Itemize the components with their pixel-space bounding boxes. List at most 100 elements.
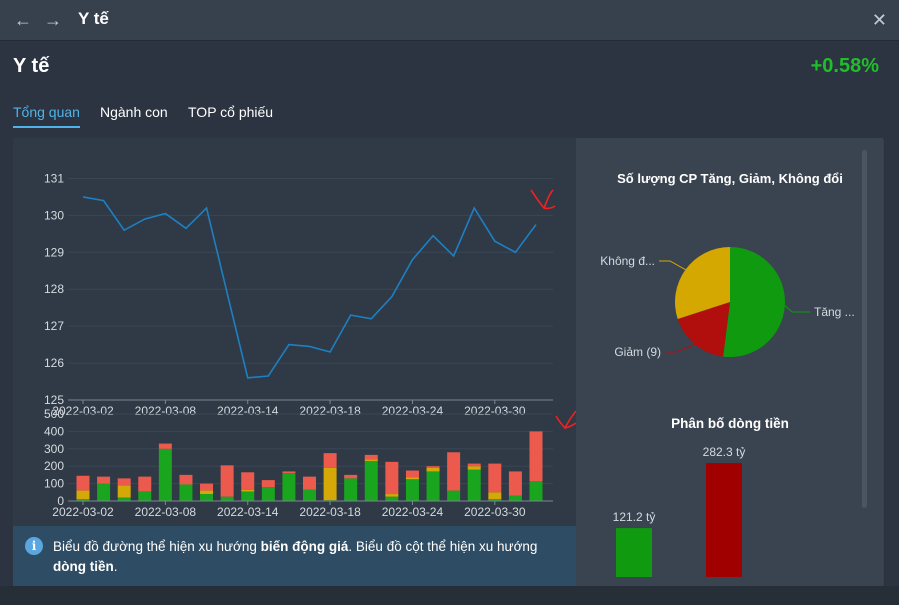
pie-leader-line — [665, 343, 696, 353]
flow-bar-down — [529, 431, 543, 481]
info-banner: i Biểu đồ đường thể hiện xu hướng biến đ… — [13, 526, 576, 586]
flow-bar-flat — [364, 459, 378, 461]
line-y-tick-label: 127 — [44, 319, 64, 333]
flow-bar-flat — [385, 494, 399, 497]
panel-scrollbar[interactable] — [862, 150, 867, 508]
annotation-mark — [555, 410, 577, 430]
line-x-tick-label: 2022-03-30 — [464, 404, 526, 418]
flow-bar-flat — [200, 490, 214, 495]
window-title: Y tế — [78, 9, 109, 28]
flow-bar-up — [344, 478, 358, 501]
flow-bar-up — [405, 479, 419, 501]
flow-bar-up — [117, 497, 131, 501]
bar-y-tick-label: 400 — [44, 424, 64, 438]
bar-x-tick-label: 2022-03-14 — [217, 505, 279, 519]
flow-bar-up — [200, 494, 214, 501]
flow-bar-up — [220, 496, 234, 501]
line-x-tick-label: 2022-03-18 — [299, 404, 361, 418]
flow-bar-label: 282.3 tỷ — [703, 445, 746, 459]
flow-bar-down — [447, 452, 461, 491]
flow-bar-up — [76, 499, 90, 501]
flow-bar-up — [529, 480, 543, 501]
flow-bar-up — [508, 495, 522, 501]
flow-bar-up — [364, 460, 378, 501]
bar-x-tick-label: 2022-03-02 — [52, 505, 114, 519]
flow-bar-up — [385, 496, 399, 501]
flow-bar-down — [76, 475, 90, 491]
bar-x-tick-label: 2022-03-30 — [464, 505, 526, 519]
line-y-tick-label: 130 — [44, 208, 64, 222]
bar-y-tick-label: 0 — [57, 494, 64, 508]
title-bar: ← → Y tế ✕ — [0, 0, 899, 41]
bar-y-tick-label: 200 — [44, 459, 64, 473]
flow-bar-up — [467, 469, 481, 501]
flow-bar-down — [426, 466, 440, 468]
info-icon: i — [25, 537, 43, 555]
flow-bar-down — [467, 463, 481, 467]
flow-bar-down — [282, 471, 296, 474]
flow-bar-up — [282, 473, 296, 501]
line-y-tick-label: 125 — [44, 393, 64, 407]
flow-bar-down — [117, 478, 131, 486]
flow-bar-down — [179, 474, 193, 485]
flow-bar-down — [508, 471, 522, 496]
flow-bar-down — [97, 476, 111, 484]
flow-bar-up — [138, 491, 152, 501]
pie-label: Tăng ... — [814, 305, 855, 319]
flow-bar-up — [97, 483, 111, 501]
flow-bar-down — [241, 472, 255, 490]
flow-bar-down — [261, 480, 275, 488]
change-percent: +0.58% — [810, 55, 879, 77]
tab-top-stocks[interactable]: TOP cổ phiếu — [188, 104, 274, 120]
breadth-charts: Tăng ... Giảm (9) Không đ... 121.2 tỷ 282.3 … — [600, 247, 855, 577]
tab-overview[interactable]: Tổng quan — [13, 104, 80, 120]
line-y-tick-label: 131 — [44, 171, 64, 185]
pie-slice — [677, 302, 730, 357]
bar-y-tick-label: 500 — [44, 407, 64, 421]
pie-slice — [723, 247, 785, 357]
bar-y-tick-label: 300 — [44, 442, 64, 456]
line-y-tick-label: 129 — [44, 245, 64, 259]
active-tab-indicator — [13, 126, 80, 128]
line-x-tick-label: 2022-03-08 — [135, 404, 197, 418]
flow-bar-down — [364, 454, 378, 460]
flow-bar-up — [426, 471, 440, 501]
pie-label: Không đ... — [600, 254, 655, 268]
arrow-right-icon[interactable]: → — [44, 10, 62, 30]
pie-slice — [675, 247, 730, 319]
flow-chart-title: Phân bố dòng tiền — [671, 416, 789, 431]
price-line — [82, 196, 537, 379]
flow-bar-flat — [467, 466, 481, 470]
flow-bar-flat — [426, 467, 440, 472]
flow-bar-up — [447, 490, 461, 501]
price-flow-chart: 125 126 127 128 129 130 131 2022-03-02 2022-03-0… — [44, 171, 577, 519]
line-x-tick-label: 2022-03-24 — [382, 404, 444, 418]
flow-bar-flat — [323, 467, 337, 501]
arrow-left-icon[interactable]: ← — [14, 10, 32, 30]
flow-bar-flat — [488, 492, 502, 500]
flow-distribution-bar — [706, 463, 742, 577]
line-x-tick-label: 2022-03-14 — [217, 404, 279, 418]
close-icon[interactable]: ✕ — [871, 10, 887, 30]
pie-chart-title: Số lượng CP Tăng, Giảm, Không đổi — [617, 171, 843, 186]
flow-bar-down — [220, 465, 234, 497]
flow-bar-down — [323, 453, 337, 468]
flow-bar-up — [241, 491, 255, 501]
flow-bar-down — [385, 461, 399, 495]
flow-bar-up — [303, 489, 316, 501]
line-y-tick-label: 128 — [44, 282, 64, 296]
tab-sub-industries[interactable]: Ngành con — [100, 104, 168, 120]
flow-bar-flat — [241, 489, 255, 492]
flow-bar-up — [179, 484, 193, 501]
flow-bar-down — [200, 483, 214, 491]
bar-x-tick-label: 2022-03-08 — [135, 505, 197, 519]
line-y-tick-label: 126 — [44, 356, 64, 370]
bar-y-tick-label: 100 — [44, 477, 64, 491]
flow-bar-down — [303, 476, 316, 490]
pie-leader-line — [784, 305, 810, 313]
flow-bar-down — [488, 463, 502, 493]
bottom-strip — [0, 586, 899, 605]
breadth-panel: Tăng ... Giảm (9) Không đ... 121.2 tỷ 282.3 … — [576, 138, 883, 586]
bar-x-tick-label: 2022-03-24 — [382, 505, 444, 519]
annotation-mark — [530, 189, 556, 210]
